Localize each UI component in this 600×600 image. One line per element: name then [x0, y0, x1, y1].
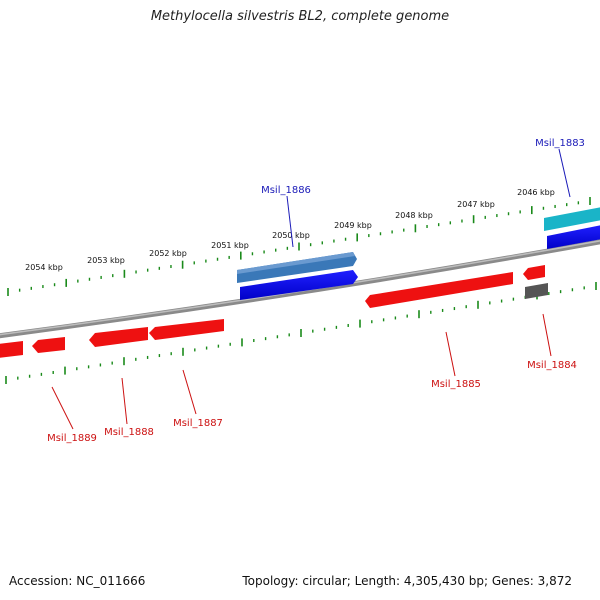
kbp-label: 2054 kbp: [25, 263, 63, 272]
leader-msil-1889: [51, 386, 74, 430]
kbp-label: 2052 kbp: [149, 249, 187, 258]
kbp-label: 2050 kbp: [272, 231, 310, 240]
kbp-label: 2051 kbp: [211, 241, 249, 250]
gene-msil-1884-arrow: [523, 265, 545, 280]
leader-msil-1884: [542, 313, 552, 357]
gene-msil-1886-shadow-arrow: [240, 270, 358, 300]
gene-label-msil-1883[interactable]: Msil_1883: [535, 138, 585, 149]
gene-label-msil-1884[interactable]: Msil_1884: [527, 360, 577, 371]
gene-msil-1888-arrow[interactable]: [89, 327, 148, 347]
map-title: Methylocella silvestris BL2, complete ge…: [150, 9, 450, 24]
kbp-label: 2049 kbp: [334, 221, 372, 230]
gene-msil-1884-bar[interactable]: [525, 283, 548, 299]
tick-marks-lower: [5, 282, 597, 384]
gene-label-msil-1887[interactable]: Msil_1887: [173, 418, 223, 429]
gene-label-msil-1889[interactable]: Msil_1889: [47, 433, 97, 444]
gene-msil-1885-arrow[interactable]: [365, 272, 513, 308]
leader-msil-1887: [182, 369, 197, 415]
kbp-label: 2048 kbp: [395, 211, 433, 220]
genome-summary-text: Topology: circular; Length: 4,305,430 bp…: [242, 574, 572, 588]
kbp-label: 2053 kbp: [87, 256, 125, 265]
leader-msil-1886: [286, 195, 294, 248]
leader-msil-1883: [558, 148, 571, 198]
gene-msil-1886-highlight: [237, 252, 355, 274]
tick-marks-upper: [7, 197, 591, 296]
gene-partial-left-arrow: [0, 341, 23, 358]
gene-label-msil-1888[interactable]: Msil_1888: [104, 427, 154, 438]
gene-msil-1883-arrow[interactable]: [544, 207, 600, 231]
kbp-label: 2047 kbp: [457, 200, 495, 209]
gene-msil-1887-arrow[interactable]: [149, 319, 224, 340]
leader-msil-1885: [445, 331, 456, 377]
genome-backbone: [0, 239, 600, 339]
kbp-scale-labels: 2054 kbp 2053 kbp 2052 kbp 2051 kbp 2050 kbp…: [25, 188, 555, 272]
gene-label-msil-1886[interactable]: Msil_1886: [261, 185, 311, 196]
gene-msil-1883-shadow-arrow: [547, 225, 600, 249]
gene-label-msil-1885[interactable]: Msil_1885: [431, 379, 481, 390]
gene-msil-1889-arrow[interactable]: [32, 337, 65, 353]
accession-text: Accession: NC_011666: [9, 574, 146, 588]
leader-msil-1888: [121, 377, 128, 425]
kbp-label: 2046 kbp: [517, 188, 555, 197]
